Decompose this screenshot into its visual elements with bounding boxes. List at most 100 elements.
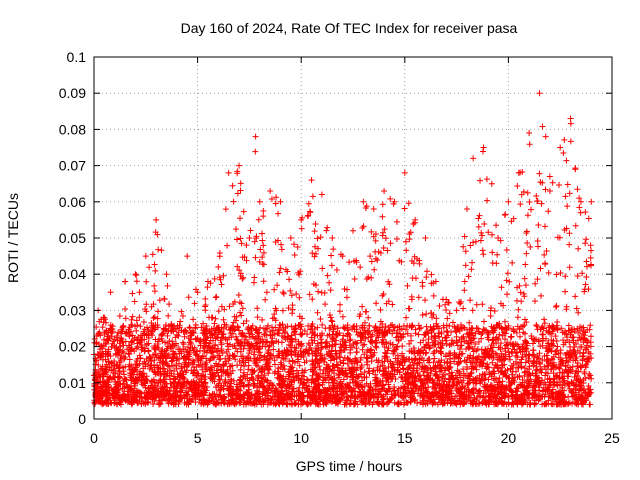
data-point [290,385,297,392]
data-point [341,354,348,361]
data-point [288,396,295,403]
data-point [510,215,517,222]
data-point [240,274,247,281]
data-point [289,364,296,371]
data-point [468,369,475,376]
data-point [129,322,136,329]
data-point [444,315,451,322]
data-point [585,359,592,366]
data-point [468,266,475,273]
data-point [236,299,243,306]
data-point [430,380,437,387]
data-point [558,360,565,367]
data-point [441,400,448,407]
data-point [149,379,156,386]
data-point [142,376,149,383]
data-point [155,246,162,253]
data-point [316,363,323,370]
data-point [218,281,225,288]
data-point [132,366,139,373]
data-point [569,393,576,400]
data-point [469,259,476,266]
data-point [368,353,375,360]
data-point [497,300,504,307]
data-point [146,264,153,271]
data-point [109,323,116,330]
data-point [393,235,400,242]
data-point [307,344,314,351]
data-point [281,330,288,337]
data-point [232,356,239,363]
data-point [480,390,487,397]
data-point [199,361,206,368]
data-point [442,337,449,344]
data-point [202,373,209,380]
data-point [211,275,218,282]
data-point [264,322,271,329]
data-point [154,383,161,390]
data-point [239,305,246,312]
data-point [251,400,258,407]
data-point [238,362,245,369]
data-point [218,382,225,389]
data-point [139,372,146,379]
data-point [519,354,526,361]
data-point [506,386,513,393]
data-point [133,357,140,364]
data-point [311,392,318,399]
data-point [498,350,505,357]
data-point [391,327,398,334]
data-point [588,333,595,340]
data-point [407,332,414,339]
data-point [472,386,479,393]
data-point [373,357,380,364]
data-point [190,329,197,336]
data-point [119,324,126,331]
data-point [484,329,491,336]
data-point [233,381,240,388]
data-point [150,400,157,407]
data-point [133,272,140,279]
data-point [526,401,533,408]
data-point [580,350,587,357]
data-point [552,333,559,340]
data-point [237,348,244,355]
data-point [357,357,364,364]
data-point [206,340,213,347]
data-point [467,297,474,304]
data-point [375,248,382,255]
data-point [546,188,553,195]
data-point [448,390,455,397]
data-point [327,324,334,331]
data-point [553,271,560,278]
data-point [415,373,422,380]
data-point [306,347,313,354]
data-point [202,301,209,308]
data-point [562,288,569,295]
data-point [504,341,511,348]
data-point [291,252,298,259]
data-point [409,387,416,394]
data-point [295,377,302,384]
data-point [366,365,373,372]
data-point [469,389,476,396]
data-point [98,353,105,360]
data-point [304,401,311,408]
data-point [421,344,428,351]
data-point [494,362,501,369]
data-point [321,289,328,296]
data-point [459,324,466,331]
data-point [205,343,212,350]
data-point [456,398,463,405]
data-point [432,362,439,369]
data-point [422,350,429,357]
data-point [502,384,509,391]
data-point [289,310,296,317]
data-point [404,282,411,289]
data-point [456,379,463,386]
data-point [448,369,455,376]
data-point [185,335,192,342]
data-point [574,377,581,384]
data-point [200,345,207,352]
data-point [284,336,291,343]
